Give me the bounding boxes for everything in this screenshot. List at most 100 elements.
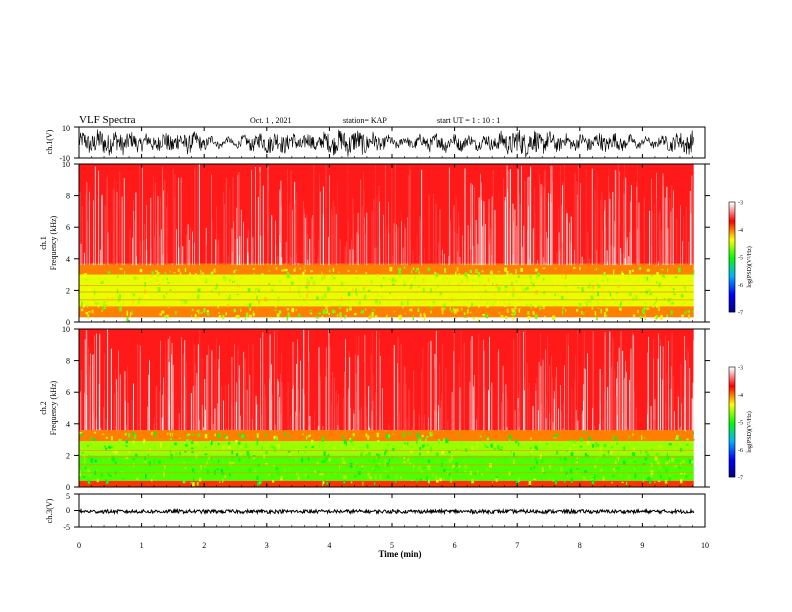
spectrogram-speckle bbox=[191, 433, 195, 436]
spectrogram-speckle bbox=[328, 312, 330, 316]
spectrogram-ytick-label: 0 bbox=[66, 318, 70, 327]
spectrogram-speckle bbox=[203, 308, 206, 313]
spectrogram-speckle bbox=[597, 283, 600, 289]
spectrogram-speckle bbox=[284, 432, 287, 437]
spectrogram-ytick-label: 6 bbox=[66, 223, 70, 232]
spectrogram-speckle bbox=[129, 312, 132, 317]
colorbar-swatch bbox=[729, 297, 735, 300]
spectrogram-speckle bbox=[412, 315, 414, 321]
spectrogram-speckle bbox=[200, 464, 203, 470]
spectrogram-speckle bbox=[416, 440, 418, 445]
spectrogram-speckle bbox=[140, 282, 143, 285]
spectrogram-speckle bbox=[602, 476, 605, 481]
spectrogram-speckle bbox=[231, 281, 233, 284]
spectrogram-speckle bbox=[373, 482, 376, 485]
spectrogram-speckle bbox=[253, 273, 255, 275]
spectrogram-speckle bbox=[632, 445, 635, 446]
spectrogram-speckle bbox=[274, 466, 277, 471]
spectrogram-ytick-label: 4 bbox=[66, 255, 70, 264]
colorbar-swatch bbox=[729, 306, 735, 309]
spectrogram-speckle bbox=[386, 444, 390, 446]
spectrogram-speckle bbox=[688, 314, 690, 319]
spectrogram-speckle bbox=[511, 308, 514, 310]
spectrogram-speckle bbox=[693, 439, 695, 441]
spectrogram-speckle bbox=[530, 304, 532, 309]
spectrogram-speckle bbox=[460, 441, 463, 445]
spectrogram-speckle bbox=[280, 476, 283, 481]
spectrogram-speckle bbox=[135, 276, 139, 280]
spectrogram-speckle bbox=[177, 268, 180, 272]
spectrogram-speckle bbox=[644, 315, 646, 320]
spectrogram-speckle bbox=[355, 288, 357, 294]
spectrogram-speckle bbox=[394, 481, 397, 483]
spectrogram-speckle bbox=[452, 307, 455, 312]
spectrogram-speckle bbox=[361, 465, 364, 468]
spectrogram-speckle bbox=[435, 287, 437, 290]
ch2-spectrogram-panel: 0 2 4 6 8 10 ch.2 Frequency (kHz) -3 -4 -5 -6 -7 l… bbox=[39, 325, 753, 492]
spectrogram-speckle bbox=[88, 311, 91, 313]
spectrogram-speckle bbox=[556, 450, 559, 455]
spectrogram-speckle bbox=[538, 441, 541, 444]
spectrogram-speckle bbox=[633, 447, 636, 452]
spectrogram-speckle bbox=[536, 289, 539, 291]
spectrogram-speckle bbox=[80, 449, 84, 454]
colorbar-swatch bbox=[729, 240, 735, 243]
spectrogram-speckle bbox=[421, 434, 424, 438]
spectrogram-speckle bbox=[609, 275, 611, 277]
spectrogram-speckle bbox=[367, 459, 371, 462]
spectrogram-speckle bbox=[598, 285, 601, 289]
spectrogram-speckle bbox=[423, 313, 426, 316]
spectrogram-speckle bbox=[566, 474, 568, 477]
spectrogram-speckle bbox=[589, 301, 592, 304]
spectrogram-speckle bbox=[491, 481, 494, 483]
spectrogram-speckle bbox=[389, 297, 392, 300]
spectrogram-speckle bbox=[366, 296, 369, 299]
spectrogram-speckle bbox=[668, 443, 672, 446]
spectrogram-speckle bbox=[674, 290, 677, 294]
spectrogram-speckle bbox=[676, 460, 680, 462]
spectrogram-speckle bbox=[407, 458, 410, 461]
spectrogram-speckle bbox=[186, 439, 189, 444]
spectrogram-speckle bbox=[535, 275, 538, 278]
spectrogram-ytick-label: 8 bbox=[66, 357, 70, 366]
spectrogram-speckle bbox=[477, 470, 479, 475]
spectrogram-speckle bbox=[548, 471, 552, 473]
spectrogram-speckle bbox=[349, 437, 352, 441]
spectrogram-speckle bbox=[304, 269, 306, 272]
spectrogram-speckle bbox=[540, 295, 544, 297]
spectrogram-speckle bbox=[667, 268, 669, 273]
spectrogram-speckle bbox=[363, 446, 366, 448]
spectrogram-speckle bbox=[219, 289, 221, 291]
spectrogram-speckle bbox=[231, 274, 234, 276]
colorbar-swatch bbox=[729, 460, 735, 463]
spectrogram-speckle bbox=[116, 275, 119, 278]
spectrogram-speckle bbox=[685, 475, 688, 478]
colorbar-swatch bbox=[729, 275, 735, 278]
colorbar-swatch bbox=[729, 238, 735, 241]
spectrogram-speckle bbox=[345, 441, 347, 446]
spectrogram-speckle bbox=[423, 467, 426, 469]
spectrogram-speckle bbox=[588, 436, 591, 441]
colorbar-tick-label: -3 bbox=[738, 201, 743, 207]
spectrogram-speckle bbox=[308, 434, 311, 437]
spectrogram-speckle bbox=[319, 445, 321, 450]
spectrogram-speckle bbox=[159, 313, 162, 316]
spectrogram-speckle bbox=[594, 277, 598, 279]
spectrogram-speckle bbox=[289, 287, 291, 292]
spectrogram-speckle bbox=[480, 297, 482, 300]
spectrogram-speckle bbox=[348, 306, 351, 311]
spectrogram-speckle bbox=[304, 473, 308, 478]
spectrogram-speckle bbox=[534, 306, 537, 308]
spectrogram-speckle bbox=[369, 476, 373, 480]
spectrogram-speckle bbox=[167, 469, 170, 474]
colorbar-swatch bbox=[729, 302, 735, 305]
spectrogram-speckle bbox=[167, 432, 169, 435]
colorbar-tick-label: -4 bbox=[738, 228, 743, 234]
spectrogram-speckle bbox=[506, 271, 509, 276]
spectrogram-speckle bbox=[506, 291, 510, 297]
colorbar-swatch bbox=[729, 304, 735, 307]
spectrogram-speckle bbox=[419, 452, 421, 456]
spectrogram-speckle bbox=[484, 289, 487, 292]
spectrogram-speckle bbox=[236, 315, 240, 319]
